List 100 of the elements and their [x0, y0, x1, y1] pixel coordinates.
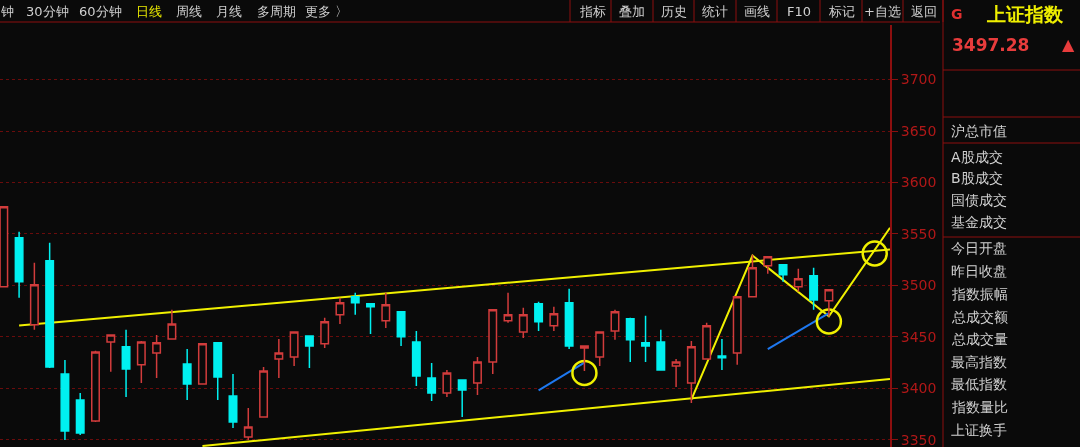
candlestick: [335, 297, 345, 325]
candlestick: [320, 317, 330, 349]
text: 30分钟: [26, 4, 69, 19]
candlestick: [503, 292, 513, 324]
candlestick: [809, 267, 819, 311]
candlestick: [702, 322, 712, 360]
text: 总成交量: [951, 331, 1008, 347]
text: 统计: [702, 4, 728, 19]
candlestick: [641, 315, 651, 363]
y-tick-label: 3500: [900, 277, 937, 294]
y-tick-label: 3400: [900, 380, 937, 397]
candlestick: [274, 338, 284, 379]
candlestick: [442, 369, 452, 398]
text: 日线: [136, 4, 162, 19]
text: 总成交额: [951, 309, 1008, 325]
text: 周线: [176, 4, 202, 19]
y-tick-label: 3700: [900, 71, 937, 88]
candlestick: [411, 330, 421, 387]
text: 昨日收盘: [951, 263, 1007, 279]
candlestick: [656, 329, 666, 371]
point: [815, 308, 843, 335]
candlestick: [366, 303, 376, 335]
candlestick: [595, 331, 605, 367]
candlestick: [732, 296, 742, 366]
y-tick-label: 3350: [900, 431, 937, 447]
candlestick: [824, 289, 834, 318]
candlestick: [91, 350, 100, 423]
candlestick: [763, 256, 773, 275]
text: A股成交: [951, 149, 1003, 165]
candlestick: [793, 268, 803, 293]
candlestick: [488, 309, 498, 375]
text: 返回: [911, 4, 937, 19]
candlestick: [121, 329, 131, 398]
text: 上证换手: [951, 422, 1007, 438]
point: [861, 240, 888, 267]
candlestick: [29, 262, 39, 331]
text: B股成交: [951, 170, 1003, 186]
y-tick-label: 3650: [900, 122, 937, 139]
text: 指标: [579, 4, 606, 19]
text: 指数振幅: [951, 286, 1008, 302]
candlestick: [259, 366, 269, 418]
text: G: [951, 6, 963, 22]
candlestick: [564, 288, 574, 350]
text: 沪总市值: [951, 123, 1007, 139]
text: 画线: [744, 4, 770, 19]
candlestick: [167, 309, 177, 340]
candlestick: [289, 331, 299, 367]
text: 60分钟: [79, 4, 122, 19]
text: 标记: [828, 4, 855, 19]
text: 指数量比: [951, 399, 1008, 415]
text: ▲: [1062, 35, 1075, 54]
candlestick: [671, 358, 681, 388]
candlestick: [350, 292, 360, 316]
y-tick-label: 3550: [900, 225, 937, 242]
candlestick: [197, 343, 207, 385]
candlestick: [748, 253, 757, 298]
candlestick: [457, 379, 467, 418]
candlestick: [427, 362, 437, 402]
text: 3497.28: [952, 35, 1030, 55]
candlestick: [534, 301, 544, 332]
candlestick: [625, 317, 635, 363]
candlestick: [106, 334, 116, 373]
candlestick: [75, 392, 85, 436]
text: 基金成交: [951, 214, 1007, 230]
text: 叠加: [619, 4, 645, 19]
candlestick: [182, 348, 192, 401]
candlestick: [579, 345, 589, 372]
text: 最高指数: [951, 354, 1007, 370]
candlestick: [396, 311, 406, 347]
candlestick: [152, 334, 162, 379]
y-tick-label: 3600: [900, 174, 937, 191]
candlestick: [60, 359, 70, 441]
text: 钟: [0, 4, 14, 19]
text: 上证指数: [986, 3, 1064, 25]
text: 月线: [216, 4, 242, 19]
candlestick: [778, 264, 788, 283]
text: 最低指数: [951, 376, 1007, 392]
candlestick: [518, 307, 528, 339]
y-tick-label: 3450: [900, 328, 937, 345]
candlestick: [610, 309, 620, 341]
candlestick: [717, 338, 727, 371]
text: 历史: [661, 4, 687, 19]
candlestick: [243, 407, 253, 441]
candlestick: [213, 342, 223, 401]
text: 国债成交: [951, 192, 1007, 208]
candlestick: [136, 340, 146, 384]
point: [571, 359, 598, 387]
text: 今日开盘: [951, 240, 1007, 256]
text: 更多 〉: [305, 4, 349, 19]
text: +自选: [864, 4, 901, 19]
candlestick: [381, 292, 391, 329]
candlestick: [14, 231, 24, 299]
candlestick: [686, 340, 696, 404]
text: F10: [787, 4, 812, 19]
candlestick: [304, 335, 314, 369]
candlestick: [45, 242, 55, 369]
candlestick: [228, 373, 238, 429]
candlestick: [549, 306, 559, 332]
text: 多周期: [257, 4, 296, 19]
candlestick: [472, 356, 482, 396]
